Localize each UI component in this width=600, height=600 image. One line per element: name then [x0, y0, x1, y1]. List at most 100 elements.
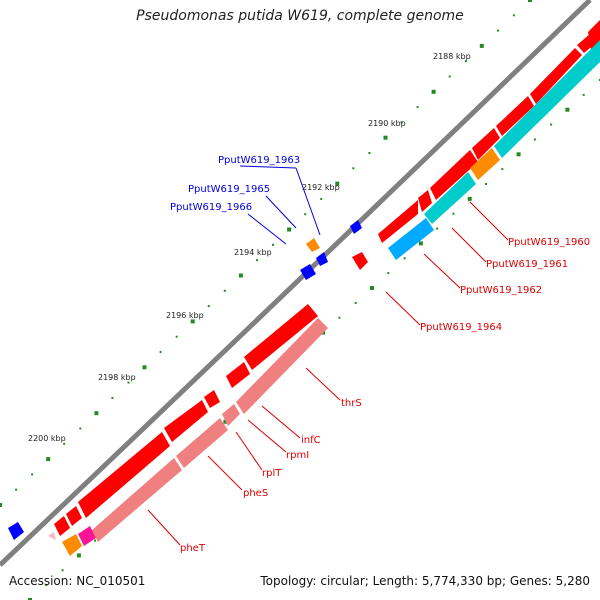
gene-label: PputW619_1966 — [170, 202, 252, 213]
track-dot — [46, 457, 51, 462]
gene-feature — [176, 418, 228, 468]
gene-feature — [54, 516, 70, 536]
track-dot — [479, 43, 484, 48]
track-dot — [304, 213, 307, 216]
gene-feature — [92, 458, 182, 542]
track-dot — [368, 152, 371, 154]
inner-genes — [8, 220, 362, 540]
track-dot — [403, 257, 406, 260]
gene-feature — [378, 200, 418, 243]
track-dot — [159, 351, 162, 353]
gene-label: PputW619_1961 — [486, 259, 568, 270]
gene-label: PputW619_1960 — [508, 237, 590, 248]
track-dot — [94, 539, 97, 542]
gene-feature — [300, 264, 316, 280]
gene-feature — [530, 48, 582, 104]
genome-summary-text: Topology: circular; Length: 5,774,330 bp… — [260, 574, 590, 588]
tick-label: 2196 kbp — [166, 311, 204, 320]
tick-label: 2190 kbp — [368, 119, 406, 128]
tick-label: 2192 kbp — [302, 183, 340, 192]
tick-labels: 2188 kbp 2190 kbp 2192 kbp 2194 kbp 2196… — [28, 52, 471, 443]
gene-feature — [388, 218, 434, 260]
gene-feature — [8, 522, 24, 540]
gene-feature — [226, 362, 250, 388]
gene-label: infC — [301, 435, 321, 446]
gene-label: thrS — [341, 398, 362, 409]
tick-label: 2198 kbp — [98, 373, 136, 382]
track-dot — [15, 488, 18, 491]
track-dot — [464, 60, 467, 63]
track-dot — [272, 243, 274, 246]
gene-label: rplT — [262, 468, 282, 479]
track-dot — [416, 106, 419, 109]
second-band-genes — [48, 40, 600, 556]
gene-feature — [204, 390, 220, 408]
track-dot — [207, 305, 210, 308]
tick-label: 2194 kbp — [234, 248, 272, 257]
gene-label: pheT — [180, 543, 206, 554]
track-dot — [512, 14, 515, 17]
gene-feature — [164, 400, 208, 442]
gene-feature — [472, 128, 500, 160]
track-dot — [338, 316, 341, 319]
track-dot — [383, 135, 388, 140]
gene-feature — [222, 404, 240, 426]
track-dot — [387, 272, 390, 275]
gene-feature — [78, 526, 96, 546]
gene-feature — [350, 220, 362, 234]
accession-text: Accession: NC_010501 — [9, 574, 146, 588]
track-dot — [142, 365, 147, 370]
track-dot — [436, 227, 439, 230]
track-dot — [550, 123, 553, 126]
gene-label: PputW619_1965 — [188, 184, 270, 195]
track-dot — [94, 411, 99, 416]
gene-label: PputW619_1964 — [420, 322, 502, 333]
gene-label: PputW619_1963 — [218, 155, 300, 166]
track-dot — [223, 289, 226, 292]
track-dot — [175, 335, 178, 338]
track-dot — [223, 419, 228, 424]
forward-genes — [54, 20, 600, 536]
track-dot — [354, 301, 357, 304]
rna-feature — [494, 40, 600, 158]
track-dot — [370, 286, 374, 290]
tick-label: 2188 kbp — [433, 52, 471, 61]
rna-feature — [424, 172, 476, 224]
leader-lines — [147, 165, 509, 546]
track-dot — [452, 212, 455, 215]
gene-feature — [62, 534, 82, 556]
track-dot — [335, 181, 340, 186]
gene-feature — [352, 252, 368, 270]
track-dot — [400, 121, 403, 124]
track-dot — [501, 168, 504, 171]
gene-label: PputW619_1962 — [460, 285, 542, 296]
gene-feature — [418, 190, 432, 212]
genome-backbone — [0, 0, 592, 567]
track-dot — [467, 196, 472, 201]
track-dot — [496, 29, 499, 32]
gene-feature — [306, 238, 320, 252]
genome-title: Pseudomonas putida W619, complete genome — [136, 8, 464, 24]
gene-feature — [66, 506, 82, 526]
track-dot — [127, 381, 130, 384]
track-dot — [76, 553, 81, 558]
track-dot — [238, 273, 243, 278]
track-dot — [516, 152, 521, 157]
track-dot — [256, 259, 258, 262]
track-dot — [352, 167, 355, 170]
track-dot — [582, 93, 585, 96]
track-dot — [31, 473, 34, 476]
rna-feature — [470, 148, 500, 180]
track-dot — [287, 227, 292, 232]
track-dot — [320, 197, 323, 200]
track-dot — [61, 569, 64, 572]
gene-labels: PputW619_1963 PputW619_1965 PputW619_196… — [170, 155, 590, 554]
gene-feature — [244, 304, 318, 370]
gene-feature — [496, 96, 534, 136]
gene-label: rpmI — [286, 450, 309, 461]
track-dot — [111, 396, 114, 399]
gene-label: pheS — [243, 488, 268, 499]
track-dot — [28, 598, 32, 600]
track-dot — [79, 427, 82, 430]
